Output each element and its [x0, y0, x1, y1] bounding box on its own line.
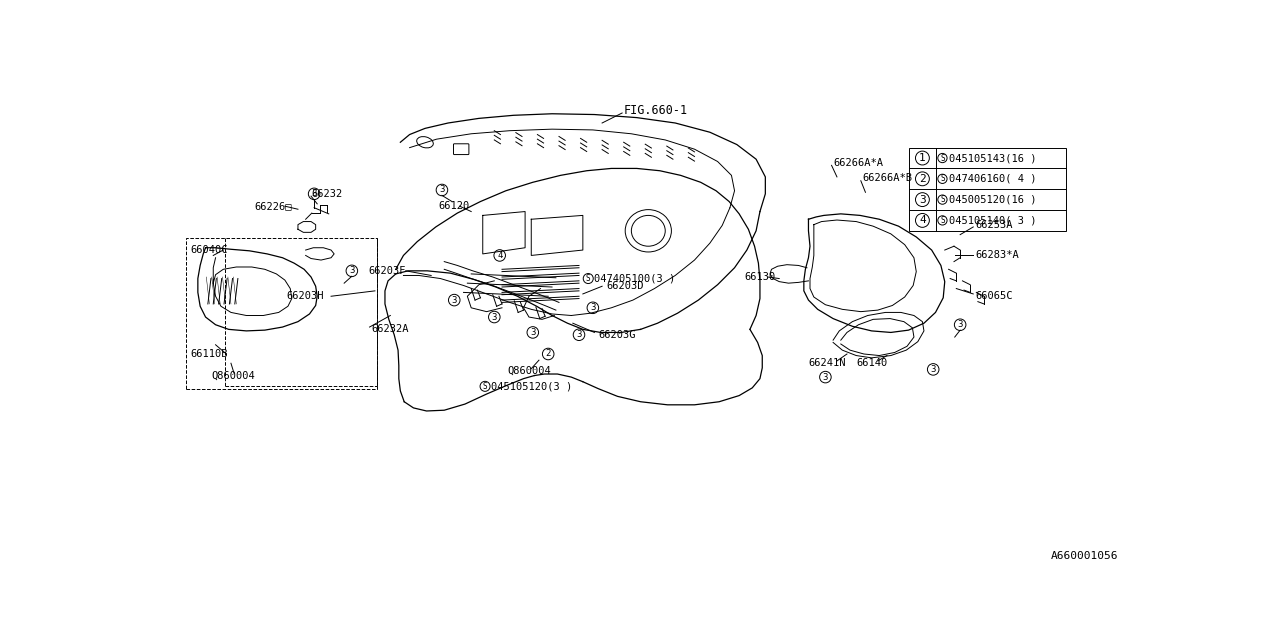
- Text: Q860004: Q860004: [507, 366, 552, 376]
- Text: 3: 3: [576, 330, 581, 339]
- Text: 4: 4: [919, 216, 925, 225]
- Text: 66120: 66120: [438, 201, 470, 211]
- Text: 2: 2: [545, 349, 550, 358]
- Text: 3: 3: [590, 303, 595, 312]
- Text: S: S: [940, 174, 945, 183]
- Text: 045105143(16 ): 045105143(16 ): [948, 153, 1036, 163]
- Text: 3: 3: [931, 365, 936, 374]
- Text: 3: 3: [823, 372, 828, 381]
- Text: S: S: [940, 195, 945, 204]
- Text: 66130: 66130: [745, 272, 776, 282]
- Text: 66065C: 66065C: [975, 291, 1012, 301]
- Text: 66232A: 66232A: [371, 324, 408, 334]
- Text: 3: 3: [957, 320, 963, 329]
- Text: 66241N: 66241N: [809, 358, 846, 368]
- Text: 66266A*B: 66266A*B: [863, 173, 913, 184]
- Text: 66203F: 66203F: [369, 266, 406, 276]
- Text: S: S: [586, 274, 590, 283]
- Text: 3: 3: [349, 266, 355, 275]
- Bar: [187, 239, 378, 388]
- Text: 66283*A: 66283*A: [975, 250, 1019, 260]
- Text: 1: 1: [919, 153, 925, 163]
- Text: 66232: 66232: [312, 189, 343, 199]
- Text: 66253A: 66253A: [975, 220, 1012, 230]
- Text: FIG.660-1: FIG.660-1: [623, 104, 687, 117]
- Text: 4: 4: [497, 251, 502, 260]
- Text: 045105120(3 ): 045105120(3 ): [492, 381, 572, 391]
- Text: 66226□: 66226□: [253, 201, 292, 211]
- Text: 047406160( 4 ): 047406160( 4 ): [948, 174, 1036, 184]
- Text: 3: 3: [311, 189, 317, 198]
- Text: 2: 2: [919, 174, 925, 184]
- Text: 66110B: 66110B: [191, 349, 228, 359]
- Text: 045005120(16 ): 045005120(16 ): [948, 195, 1036, 205]
- Text: 045105140( 3 ): 045105140( 3 ): [948, 216, 1036, 225]
- Text: 047405100(3 ): 047405100(3 ): [594, 273, 676, 284]
- Text: Q860004: Q860004: [211, 371, 255, 381]
- Text: 3: 3: [439, 186, 444, 195]
- Text: 66203H: 66203H: [287, 291, 324, 301]
- Text: S: S: [483, 382, 488, 391]
- Text: 66203G: 66203G: [598, 330, 636, 340]
- Text: 3: 3: [492, 312, 497, 321]
- Text: 66266A*A: 66266A*A: [833, 158, 883, 168]
- Text: 3: 3: [530, 328, 535, 337]
- Text: 66140: 66140: [856, 358, 887, 368]
- Text: S: S: [940, 154, 945, 163]
- Text: 66040C: 66040C: [191, 245, 228, 255]
- Text: S: S: [940, 216, 945, 225]
- Bar: [909, 148, 1066, 231]
- Text: 66203D: 66203D: [605, 281, 644, 291]
- Text: A660001056: A660001056: [1051, 551, 1117, 561]
- Text: 3: 3: [919, 195, 925, 205]
- Text: 3: 3: [452, 296, 457, 305]
